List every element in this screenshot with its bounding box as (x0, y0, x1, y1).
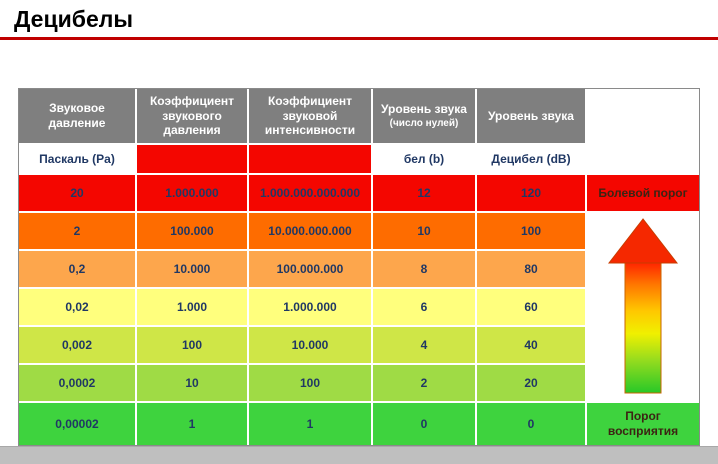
table-cell: 100.000.000 (249, 251, 371, 287)
units-cell-empty (249, 145, 371, 173)
table-cell: 2 (373, 365, 475, 401)
table-cell: 0 (477, 403, 585, 445)
column-header-level-bels: Уровень звука (число нулей) (373, 89, 475, 143)
footer-bar (0, 446, 718, 464)
units-cell-bel: бел (b) (373, 145, 475, 173)
table-cell: 10 (373, 213, 475, 249)
pain-threshold-cell: Болевой порог (587, 175, 699, 211)
column-header-level-decibels: Уровень звука (477, 89, 585, 143)
table-cell: 1.000 (137, 289, 247, 325)
perception-threshold-cell: Порог восприятия (587, 403, 699, 445)
title-underline (0, 37, 718, 40)
table-cell: 10 (137, 365, 247, 401)
decibel-table: Звуковое давление Коэффициент звукового … (18, 88, 700, 446)
table-cell: 1.000.000.000.000 (249, 175, 371, 211)
header-corner-cell (587, 89, 699, 173)
table-cell: 4 (373, 327, 475, 363)
table-cell: 100.000 (137, 213, 247, 249)
table-cell: 6 (373, 289, 475, 325)
table-cell: 0,0002 (19, 365, 135, 401)
table-cell: 10.000 (249, 327, 371, 363)
up-arrow-icon (607, 218, 679, 394)
table-cell: 0,00002 (19, 403, 135, 445)
page-title: Децибелы (14, 6, 133, 32)
table-cell: 60 (477, 289, 585, 325)
table-cell: 10.000.000.000 (249, 213, 371, 249)
table-cell: 100 (477, 213, 585, 249)
table-cell: 8 (373, 251, 475, 287)
table-cell: 20 (477, 365, 585, 401)
units-cell-pascal: Паскаль (Pa) (19, 145, 135, 173)
column-header-sound-pressure: Звуковое давление (19, 89, 135, 143)
table-cell: 1 (249, 403, 371, 445)
table-cell: 0,002 (19, 327, 135, 363)
table-cell: 100 (137, 327, 247, 363)
table-cell: 80 (477, 251, 585, 287)
table-cell: 100 (249, 365, 371, 401)
table-cell: 12 (373, 175, 475, 211)
table-cell: 20 (19, 175, 135, 211)
table-cell: 0 (373, 403, 475, 445)
table-cell: 1 (137, 403, 247, 445)
column-header-intensity-ratio: Коэффициент звуковой интенсивности (249, 89, 371, 143)
table-cell: 1.000.000 (249, 289, 371, 325)
arrow-cell (587, 213, 699, 401)
table-cell: 2 (19, 213, 135, 249)
units-cell-empty (137, 145, 247, 173)
table-cell: 120 (477, 175, 585, 211)
table-cell: 0,02 (19, 289, 135, 325)
table-cell: 10.000 (137, 251, 247, 287)
column-header-pressure-ratio: Коэффициент звукового давления (137, 89, 247, 143)
table-cell: 0,2 (19, 251, 135, 287)
table-cell: 40 (477, 327, 585, 363)
table-cell: 1.000.000 (137, 175, 247, 211)
units-cell-decibel: Децибел (dB) (477, 145, 585, 173)
